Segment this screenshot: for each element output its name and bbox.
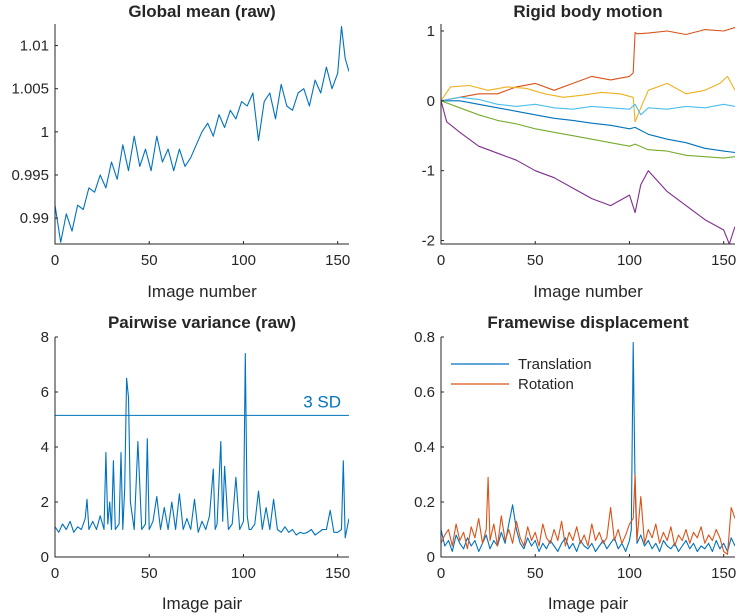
x-tick-label: 100 (231, 565, 256, 582)
chart-title: Framewise displacement (487, 313, 689, 332)
y-tick-label: 1.005 (11, 81, 49, 98)
series-layer (441, 341, 735, 555)
series-line-0 (441, 100, 735, 154)
y-tick-label: 4 (41, 439, 49, 456)
series-line-1 (441, 26, 735, 102)
panel-rigid-body-motion: Rigid body motion 0 50 100 150 1 0 -1 -2 Image … (422, 2, 737, 301)
legend-label: Translation (518, 356, 592, 373)
legend-label: Rotation (518, 376, 574, 393)
y-tick-label: 0.8 (414, 329, 435, 346)
y-tick-label: 0 (427, 93, 435, 110)
x-tick-label: 50 (141, 565, 158, 582)
chart-title: Rigid body motion (513, 2, 662, 21)
x-tick-label: 150 (325, 252, 350, 269)
y-tick-label: -2 (422, 233, 435, 250)
x-tick-label: 100 (231, 252, 256, 269)
series-line-5 (441, 96, 735, 116)
x-axis-label: Image number (533, 282, 643, 301)
series-line-0 (55, 26, 349, 243)
y-tick-label: 1 (427, 23, 435, 40)
ticks-layer: 0 50 100 150 0 2 4 6 8 (41, 329, 351, 582)
x-tick-label: 150 (711, 252, 736, 269)
series-layer (441, 26, 735, 244)
y-tick-label: 8 (41, 329, 49, 346)
y-tick-label: 1.01 (20, 38, 49, 55)
series-line-0 (55, 352, 349, 539)
ticks-layer: 0 50 100 150 0 0.2 0.4 0.6 0.8 (414, 329, 736, 582)
x-tick-label: 50 (527, 252, 544, 269)
x-tick-label: 0 (51, 565, 59, 582)
x-tick-label: 0 (51, 252, 59, 269)
y-tick-label: -1 (422, 163, 435, 180)
threshold-label: 3 SD (303, 392, 341, 411)
panel-global-mean: Global mean (raw) 0 50 100 150 0.99 0.995 1 1.0… (11, 2, 350, 301)
x-tick-label: 50 (141, 252, 158, 269)
y-tick-label: 0.2 (414, 494, 435, 511)
y-tick-label: 0 (427, 549, 435, 566)
y-tick-label: 2 (41, 494, 49, 511)
x-axis-label: Image pair (162, 594, 243, 613)
x-axis-label: Image number (147, 282, 257, 301)
ticks-layer: 0 50 100 150 1 0 -1 -2 (422, 23, 737, 269)
x-tick-label: 0 (437, 252, 445, 269)
x-tick-label: 100 (617, 252, 642, 269)
y-tick-label: 1 (41, 124, 49, 141)
series-line-3 (441, 100, 735, 244)
chart-title: Global mean (raw) (128, 2, 275, 21)
x-axis-label: Image pair (548, 594, 629, 613)
y-tick-label: 0.995 (11, 167, 49, 184)
legend: Translation Rotation (451, 356, 592, 393)
y-tick-label: 6 (41, 384, 49, 401)
y-tick-label: 0.6 (414, 384, 435, 401)
y-tick-label: 0.99 (20, 210, 49, 227)
x-tick-label: 150 (325, 565, 350, 582)
series-layer (55, 26, 349, 243)
series-line-4 (441, 100, 735, 159)
ticks-layer: 0 50 100 150 0.99 0.995 1 1.005 1.01 (11, 24, 350, 269)
series-layer (55, 352, 349, 539)
series-line-2 (441, 75, 735, 123)
x-tick-label: 100 (617, 565, 642, 582)
y-tick-label: 0 (41, 549, 49, 566)
axis-lines (440, 24, 735, 245)
series-line-rotation (441, 473, 735, 555)
axis-lines (54, 24, 349, 245)
panel-framewise-displacement: Framewise displacement 0 50 100 15000.20.40… (414, 313, 736, 613)
y-tick-label: 0.4 (414, 439, 435, 456)
panel-pairwise-variance: Pairwise variance (raw) 0 50 100 150 0 2 4 6 8 I… (41, 313, 351, 613)
chart-title: Pairwise variance (raw) (108, 313, 296, 332)
x-tick-label: 150 (711, 565, 736, 582)
x-tick-label: 50 (527, 565, 544, 582)
x-tick-label: 0 (437, 565, 445, 582)
axis-lines (54, 337, 349, 558)
series-line-translation (441, 341, 735, 553)
